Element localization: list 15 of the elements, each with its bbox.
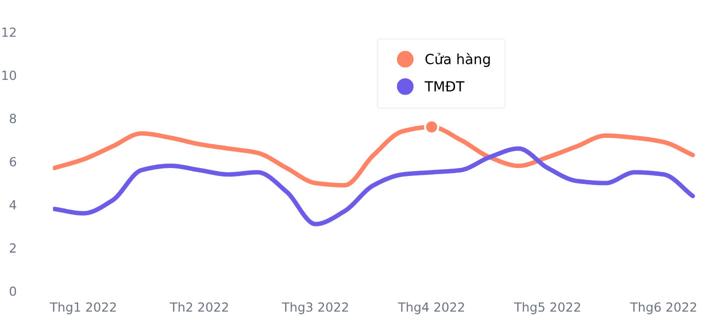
y-tick-label: 6 xyxy=(10,156,16,166)
x-tick-label: Th2 2022 xyxy=(170,302,228,312)
x-tick-label: Thg5 2022 xyxy=(514,302,580,314)
x-tick-label: Thg1 2022 xyxy=(50,302,116,314)
legend-label: Cửa hàng xyxy=(425,52,490,67)
y-tick-label: 10 xyxy=(2,70,16,80)
x-tick-label: Thg4 2022 xyxy=(398,302,464,314)
y-tick-label: 4 xyxy=(10,200,16,210)
y-tick-label: 8 xyxy=(10,114,16,124)
y-tick-label: 12 xyxy=(2,27,16,37)
y-tick-label: 0 xyxy=(10,286,16,296)
x-tick-label: Thg6 2022 xyxy=(630,302,696,314)
y-tick-label: 2 xyxy=(10,243,16,253)
legend-label: TMĐT xyxy=(424,81,464,92)
x-tick-label: Thg3 2022 xyxy=(282,302,348,314)
